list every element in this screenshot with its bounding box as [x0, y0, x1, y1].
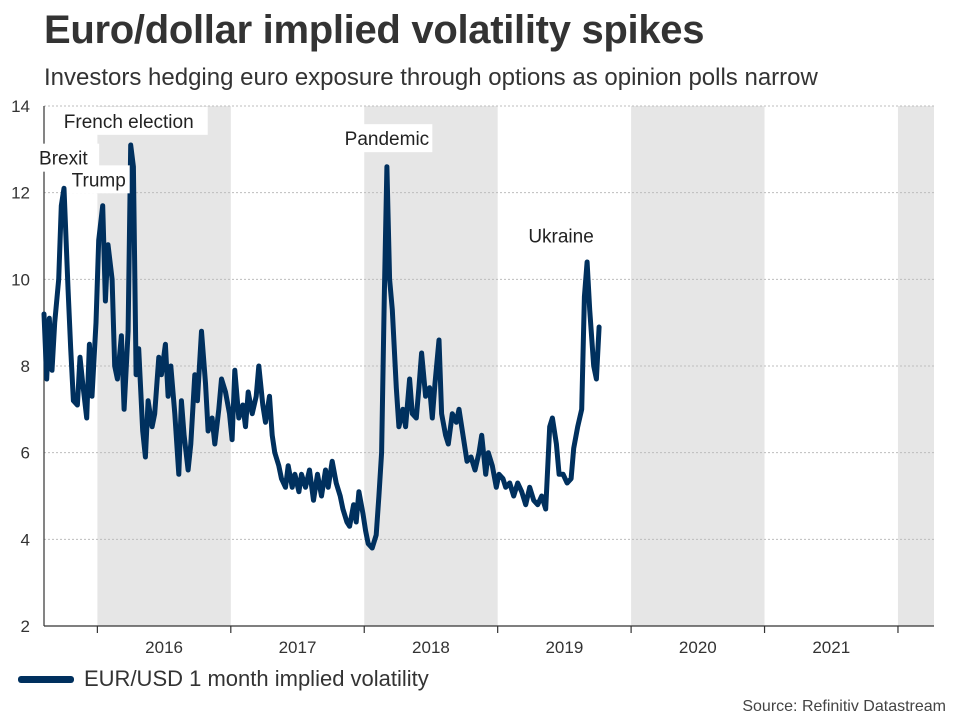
legend-swatch: [18, 675, 74, 683]
annotation-box-1: [67, 165, 130, 194]
x-tick-label-2017: 2017: [279, 638, 317, 657]
annotation-label-1: Trump: [72, 170, 126, 191]
legend: EUR/USD 1 month implied volatility: [18, 666, 429, 692]
y-tick-label-12: 12: [11, 184, 30, 203]
legend-label: EUR/USD 1 month implied volatility: [84, 666, 429, 691]
y-tick-label-4: 4: [21, 530, 30, 549]
y-tick-labels: 2 4 6 8 10 12 14: [11, 97, 30, 636]
annotation-label-3: Pandemic: [345, 129, 430, 150]
annotation-box-4: [520, 221, 602, 250]
x-tick-label-2019: 2019: [545, 638, 583, 657]
annotation-label-4: Ukraine: [528, 227, 593, 248]
y-tick-label-2: 2: [21, 617, 30, 636]
year-band-2022: [897, 106, 934, 626]
annotation-box-3: [341, 124, 433, 153]
x-tick-label-2020: 2020: [679, 638, 717, 657]
x-tick-label-2016: 2016: [145, 638, 183, 657]
x-tick-label-2021: 2021: [812, 638, 850, 657]
annotation-label-0: Brexit: [39, 149, 88, 170]
series-layer: [41, 142, 602, 551]
y-tick-label-8: 8: [21, 357, 30, 376]
series-line-0: [41, 142, 602, 551]
source-note: Source: Refinitiv Datastream: [742, 698, 946, 715]
x-tick-labels: 2016 2017 2018 2019 2020 2021: [145, 638, 850, 657]
annotation-box-2: [49, 106, 208, 135]
annotation-label-2: French election: [64, 112, 194, 133]
x-tick-label-2018: 2018: [412, 638, 450, 657]
y-tick-label-10: 10: [11, 270, 30, 289]
y-tick-label-14: 14: [11, 97, 30, 116]
horizontal-gridlines: [44, 105, 934, 540]
y-tick-label-6: 6: [21, 444, 30, 463]
chart-title: Euro/dollar implied volatility spikes: [44, 8, 705, 52]
chart-subtitle: Investors hedging euro exposure through …: [44, 64, 818, 91]
